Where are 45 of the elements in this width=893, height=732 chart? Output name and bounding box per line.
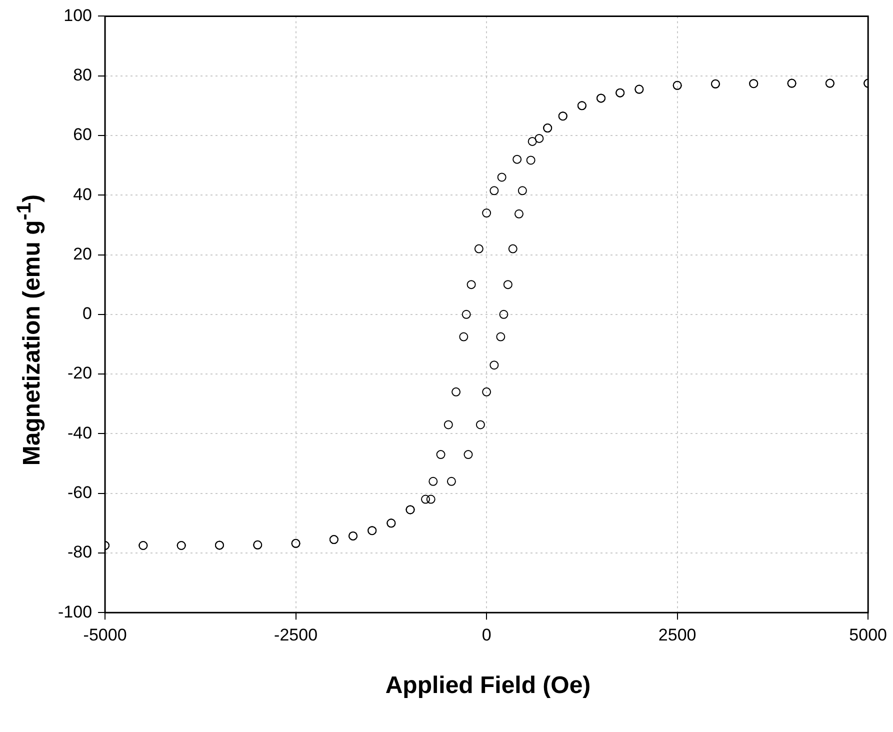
y-tick-label: 80 [73, 66, 92, 85]
point [496, 332, 506, 342]
point [476, 420, 485, 430]
point [512, 154, 522, 164]
point [503, 280, 512, 290]
x-tick-label: -5000 [83, 625, 127, 644]
point [466, 280, 476, 290]
y-tick-label: 20 [73, 244, 92, 264]
point [518, 186, 527, 196]
point [421, 494, 430, 504]
x-tick-label: 0 [482, 625, 492, 644]
point [508, 244, 518, 254]
point [459, 332, 468, 342]
x-tick-label: 5000 [849, 625, 888, 644]
y-tick-label: 40 [73, 184, 92, 204]
point [446, 476, 456, 486]
point [464, 450, 473, 460]
point [452, 387, 461, 396]
y-tick-label: -80 [67, 542, 92, 562]
point [490, 360, 499, 370]
point [497, 172, 506, 182]
y-tick-label: 60 [73, 125, 92, 144]
y-tick-label: 0 [82, 304, 92, 324]
y-tick-label: -100 [58, 602, 92, 622]
point [528, 136, 537, 146]
point [482, 387, 492, 396]
point [426, 494, 436, 504]
point [490, 186, 499, 196]
point [462, 310, 471, 319]
x-tick-label: -2500 [274, 625, 318, 644]
point [444, 420, 453, 430]
point [526, 156, 536, 165]
y-tick-label: 100 [64, 6, 92, 25]
y-tick-label: -60 [67, 483, 92, 502]
point [474, 244, 484, 254]
point [534, 134, 544, 143]
y-tick-label: -20 [67, 364, 92, 383]
point [514, 209, 524, 218]
x-tick-label: 2500 [658, 625, 696, 644]
x-axis-title: Applied Field (Oe) [384, 672, 592, 700]
point [499, 310, 508, 319]
point [428, 476, 438, 486]
point [482, 208, 492, 218]
y-tick-label: -40 [67, 423, 92, 442]
point [436, 450, 446, 460]
